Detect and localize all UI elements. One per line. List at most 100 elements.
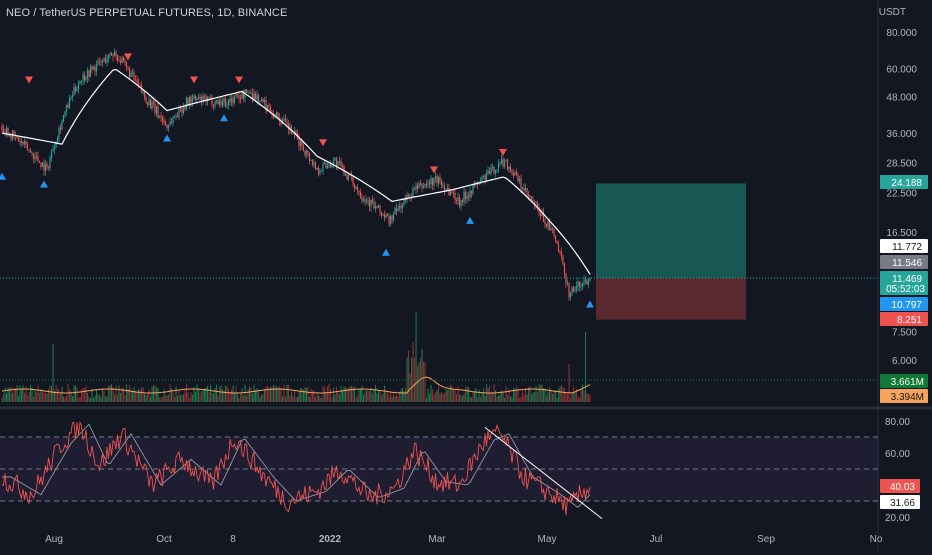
candle-body	[266, 104, 269, 111]
candle-body	[68, 97, 71, 108]
volume-bar	[285, 396, 287, 402]
volume-bar	[292, 396, 294, 402]
volume-bar	[105, 396, 107, 402]
volume-bar	[477, 397, 479, 402]
loss-zone	[596, 277, 746, 320]
candle-body	[44, 163, 47, 171]
volume-bar	[129, 385, 131, 402]
candle-body	[79, 80, 81, 84]
volume-bar	[460, 394, 462, 402]
candle-body	[16, 136, 18, 138]
candle-body	[349, 174, 351, 176]
volume-bar	[430, 384, 432, 402]
candle-body	[133, 72, 135, 80]
candle-body	[20, 141, 23, 143]
candle-body	[169, 121, 171, 126]
volume-bar	[195, 391, 197, 402]
sell-signal-triangle	[235, 76, 243, 84]
candle-body	[52, 149, 54, 152]
candle-body	[7, 128, 9, 136]
candle-body	[400, 206, 402, 209]
candle-body	[503, 160, 506, 167]
candle-body	[32, 153, 35, 160]
volume-bar	[393, 392, 395, 402]
volume-bar	[31, 387, 33, 402]
candle-body	[508, 167, 510, 170]
candle-body	[371, 199, 374, 203]
volume-bar	[172, 392, 174, 402]
volume-bar	[382, 393, 384, 402]
candle-body	[220, 100, 222, 105]
volume-bar	[537, 392, 539, 402]
candle-body	[509, 167, 512, 172]
candle-body	[536, 203, 539, 208]
volume-bar	[544, 388, 546, 402]
candle-body	[353, 184, 356, 189]
candle-body	[439, 177, 441, 182]
volume-bar	[432, 389, 434, 402]
volume-bar	[543, 388, 545, 402]
candle-body	[530, 196, 533, 200]
candle-body	[260, 99, 263, 102]
volume-bar	[220, 385, 222, 402]
candle-body	[539, 212, 542, 217]
candle-body	[259, 101, 261, 103]
candle-body	[514, 172, 516, 176]
volume-bar	[348, 388, 350, 402]
volume-bar	[523, 394, 525, 402]
candle-body	[151, 101, 153, 109]
volume-bar	[127, 389, 129, 402]
candle-body	[182, 106, 185, 113]
volume-bar	[52, 344, 54, 402]
candle-body	[581, 283, 584, 287]
volume-bar	[306, 388, 308, 402]
volume-bar	[489, 385, 491, 402]
candle-body	[542, 212, 545, 222]
candle-body	[469, 191, 471, 197]
volume-bar	[471, 397, 473, 402]
volume-bar	[373, 389, 375, 402]
volume-bar	[148, 388, 150, 402]
candle-body	[386, 214, 389, 217]
candle-body	[232, 97, 234, 103]
candle-body	[277, 112, 279, 118]
price-tick-label: 80.000	[886, 28, 917, 39]
candle-body	[380, 211, 383, 216]
volume-bar	[139, 390, 141, 402]
candle-body	[224, 98, 227, 107]
volume-bar	[343, 386, 345, 402]
volume-bar	[421, 348, 423, 402]
candle-body	[194, 95, 197, 100]
volume-bar	[376, 393, 378, 402]
candle-body	[526, 188, 528, 195]
volume-bar	[450, 384, 452, 402]
candle-body	[127, 66, 129, 69]
volume-bar	[18, 396, 20, 402]
candle-body	[176, 115, 179, 118]
volume-bar	[321, 397, 323, 402]
candle-body	[91, 67, 93, 70]
volume-bar	[283, 384, 285, 402]
price-unit: USDT	[878, 7, 906, 18]
volume-bar	[435, 391, 437, 402]
volume-bar	[388, 395, 390, 402]
candle-body	[80, 80, 83, 82]
candle-body	[556, 240, 558, 244]
volume-bar	[565, 392, 567, 402]
candle-body	[49, 157, 51, 169]
candle-body	[58, 127, 60, 139]
volume-bar	[415, 312, 417, 402]
candle-body	[46, 163, 48, 168]
candle-body	[268, 104, 270, 106]
price-label-text: 10.797	[891, 300, 922, 311]
volume-bar	[204, 388, 206, 402]
buy-signal-triangle	[382, 248, 390, 256]
volume-bar	[22, 385, 24, 402]
candle-body	[112, 55, 114, 57]
volume-bar	[535, 385, 537, 402]
candle-body	[323, 163, 326, 165]
candle-body	[41, 162, 44, 167]
price-tick-label: 28.500	[886, 159, 917, 170]
volume-bar	[505, 386, 507, 402]
